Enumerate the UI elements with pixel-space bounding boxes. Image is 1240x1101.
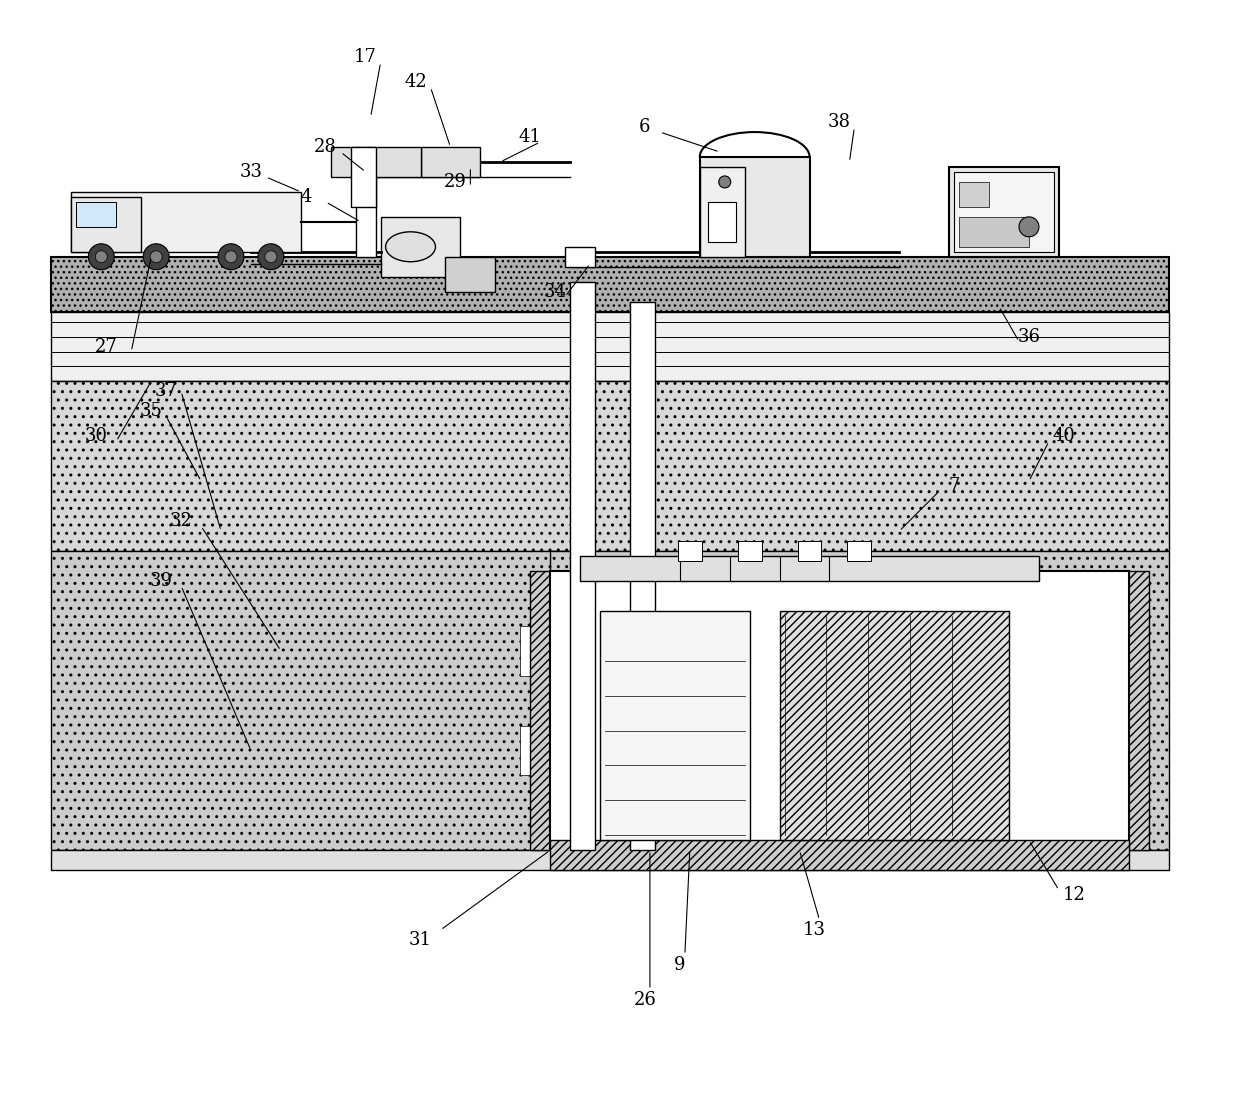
Circle shape — [258, 243, 284, 270]
Bar — [738, 541, 761, 562]
Bar — [420, 148, 480, 177]
Circle shape — [265, 251, 277, 263]
Text: 40: 40 — [1053, 427, 1075, 445]
Bar — [960, 217, 1029, 247]
Bar — [1049, 571, 1148, 850]
Bar — [630, 302, 655, 850]
Bar — [678, 541, 702, 562]
Bar — [699, 167, 745, 257]
Text: 35: 35 — [140, 402, 162, 421]
Bar — [949, 167, 1059, 257]
Bar — [960, 182, 990, 207]
Text: 37: 37 — [155, 382, 177, 401]
Bar — [708, 201, 735, 242]
Bar — [699, 157, 810, 257]
Text: 38: 38 — [828, 113, 851, 131]
Text: 34: 34 — [543, 283, 567, 301]
Bar — [356, 157, 376, 257]
Circle shape — [95, 251, 108, 263]
Text: 30: 30 — [84, 427, 108, 445]
Bar — [77, 201, 117, 227]
Bar — [51, 850, 1168, 870]
Bar — [351, 148, 376, 207]
Bar — [551, 840, 1128, 870]
Text: 13: 13 — [804, 922, 826, 939]
Text: 31: 31 — [409, 931, 432, 949]
Text: 9: 9 — [675, 956, 686, 974]
Text: 33: 33 — [239, 163, 263, 181]
Text: 26: 26 — [634, 991, 656, 1009]
Circle shape — [143, 243, 169, 270]
Bar — [531, 571, 580, 850]
Bar — [51, 381, 1168, 550]
Bar — [570, 282, 595, 850]
Bar — [72, 192, 301, 252]
Circle shape — [224, 251, 237, 263]
Circle shape — [150, 251, 162, 263]
Bar — [51, 550, 600, 850]
Bar — [797, 541, 821, 562]
Bar — [381, 217, 460, 276]
Bar — [551, 550, 1168, 850]
Text: 32: 32 — [170, 512, 192, 530]
Text: 6: 6 — [639, 118, 651, 137]
Circle shape — [218, 243, 244, 270]
Bar — [51, 312, 1168, 381]
Text: 27: 27 — [95, 338, 118, 356]
Bar — [72, 197, 141, 252]
Bar — [551, 571, 1128, 850]
Text: 28: 28 — [314, 138, 337, 156]
Bar — [445, 257, 495, 292]
Text: 7: 7 — [949, 477, 960, 495]
Text: 42: 42 — [404, 73, 427, 91]
Text: 4: 4 — [300, 188, 311, 206]
Text: 39: 39 — [150, 571, 172, 590]
Bar — [51, 257, 1168, 312]
Bar — [580, 556, 1039, 581]
Bar — [847, 541, 872, 562]
Text: 17: 17 — [355, 48, 377, 66]
Bar — [331, 148, 420, 177]
Circle shape — [719, 176, 730, 188]
Text: 29: 29 — [444, 173, 466, 190]
Bar — [521, 726, 551, 775]
Bar — [565, 247, 595, 266]
Text: 36: 36 — [1018, 327, 1040, 346]
Circle shape — [1019, 217, 1039, 237]
Bar — [780, 611, 1009, 840]
Bar — [954, 172, 1054, 252]
Text: 12: 12 — [1063, 886, 1085, 904]
Ellipse shape — [386, 232, 435, 262]
Bar — [521, 625, 551, 676]
Circle shape — [88, 243, 114, 270]
Bar — [600, 611, 750, 840]
Text: 41: 41 — [518, 128, 542, 146]
